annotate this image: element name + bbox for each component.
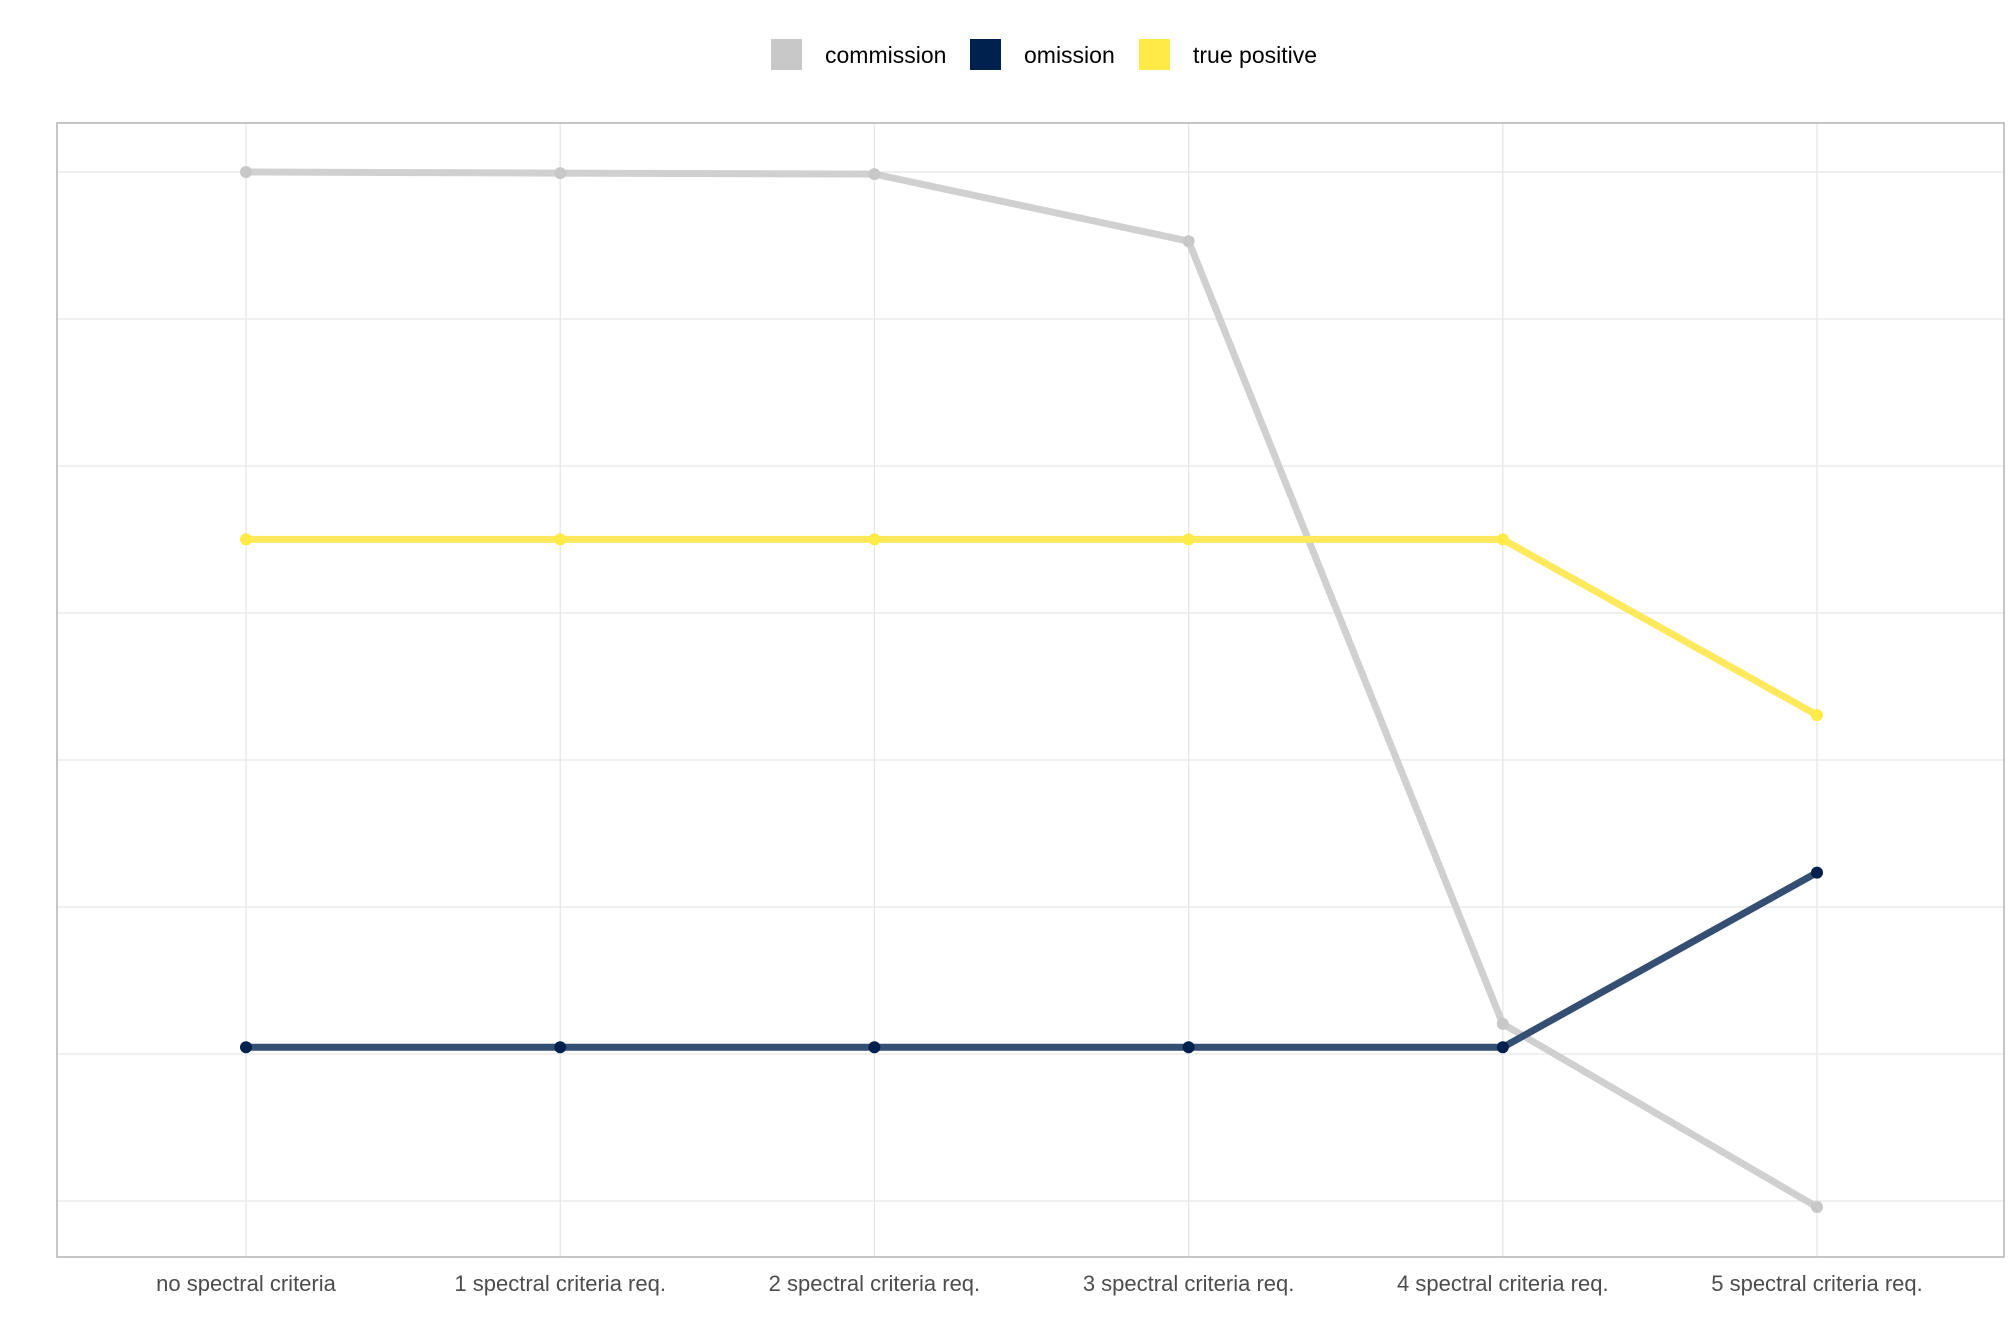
data-point xyxy=(868,1041,881,1054)
series-points-omission xyxy=(240,866,1823,1054)
data-point xyxy=(240,533,252,546)
x-tick-label: 2 spectral criteria req. xyxy=(769,1271,981,1296)
x-axis: no spectral criteria 1 spectral criteria … xyxy=(156,1271,1923,1296)
data-point xyxy=(554,533,567,546)
series-line xyxy=(242,535,1821,719)
series-points-true-positive xyxy=(240,533,1823,722)
data-point xyxy=(240,166,252,178)
series-commission xyxy=(242,168,1821,1211)
legend-label: true positive xyxy=(1193,42,1317,68)
legend-swatch xyxy=(771,39,802,70)
x-tick-label: no spectral criteria xyxy=(156,1271,337,1296)
data-point xyxy=(1182,235,1195,248)
legend: commission omission true positive xyxy=(771,39,1317,70)
data-point xyxy=(868,168,881,181)
data-point xyxy=(868,533,881,546)
series-layer xyxy=(240,166,1823,1213)
legend-swatch xyxy=(970,39,1001,70)
data-point xyxy=(1496,533,1509,546)
data-point xyxy=(1811,866,1823,879)
x-tick-label: 4 spectral criteria req. xyxy=(1397,1271,1609,1296)
data-point xyxy=(1182,1041,1195,1054)
data-point xyxy=(1496,1041,1509,1054)
x-tick-label: 1 spectral criteria req. xyxy=(454,1271,666,1296)
series-line xyxy=(242,168,1821,1211)
data-point xyxy=(1811,1201,1823,1213)
data-point xyxy=(554,167,567,180)
plot-panel-border xyxy=(56,122,2005,1258)
x-tick-label: 5 spectral criteria req. xyxy=(1711,1271,1923,1296)
series-points-commission xyxy=(240,166,1823,1213)
series-line xyxy=(242,869,1821,1051)
x-tick-label: 3 spectral criteria req. xyxy=(1083,1271,1295,1296)
series-omission xyxy=(242,869,1821,1051)
data-point xyxy=(240,1041,252,1054)
legend-label: omission xyxy=(1024,42,1115,68)
series-true-positive xyxy=(242,535,1821,719)
legend-swatch xyxy=(1139,39,1170,70)
legend-label: commission xyxy=(825,42,946,68)
data-point xyxy=(1811,709,1823,722)
data-point xyxy=(1182,533,1195,546)
data-point xyxy=(554,1041,567,1054)
grid xyxy=(57,123,2004,1257)
data-point xyxy=(1496,1017,1509,1030)
